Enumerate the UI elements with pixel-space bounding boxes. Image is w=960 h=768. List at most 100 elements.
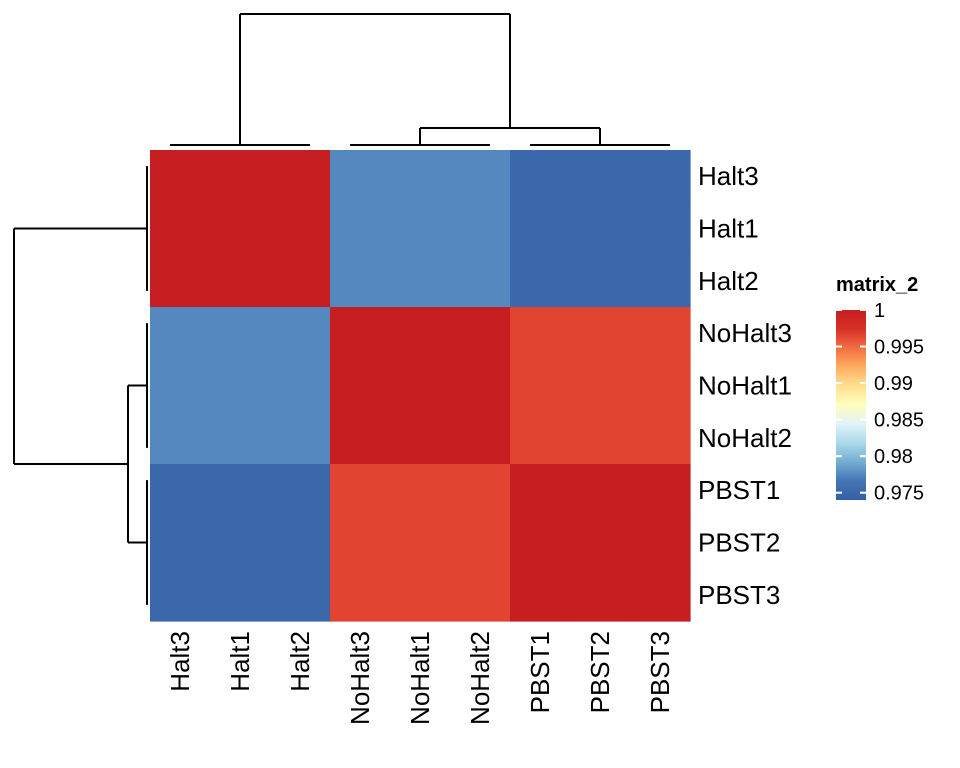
heatmap-cell	[630, 254, 691, 308]
heatmap-cell	[450, 307, 511, 360]
column-label: NoHalt2	[465, 631, 495, 725]
row-label: Halt3	[698, 161, 759, 191]
heatmap-cell	[150, 150, 211, 203]
legend-ticks: 1 0.995 0.99 0.985 0.98 0.975	[836, 300, 924, 505]
heatmap-cell	[510, 516, 571, 570]
heatmap-cell	[630, 150, 691, 203]
heatmap-cell	[570, 568, 631, 622]
legend-tick-label: 0.975	[874, 483, 924, 505]
heatmap-cell	[210, 307, 271, 360]
heatmap-cell	[630, 411, 691, 465]
heatmap-cell	[390, 359, 451, 413]
heatmap-cell	[330, 307, 391, 360]
heatmap-cell	[510, 254, 571, 308]
legend-color-bar	[836, 310, 866, 500]
column-label: Halt3	[165, 631, 195, 692]
heatmap-cell	[570, 150, 631, 203]
heatmap-cell	[450, 568, 511, 622]
heatmap-cell	[390, 516, 451, 570]
heatmap-cell	[390, 568, 451, 622]
heatmap-cell	[450, 202, 511, 256]
heatmap-cell	[270, 359, 331, 413]
row-label: Halt1	[698, 214, 759, 244]
heatmap-cell	[570, 254, 631, 308]
heatmap-cell	[270, 516, 331, 570]
heatmap-cell	[210, 202, 271, 256]
heatmap-cell	[630, 464, 691, 517]
heatmap-cell	[270, 464, 331, 517]
row-label: Halt2	[698, 266, 759, 296]
legend-tick-label: 0.98	[874, 446, 913, 468]
heatmap-cell	[630, 307, 691, 360]
legend-tick-label: 0.99	[874, 373, 913, 395]
row-label: NoHalt3	[698, 318, 792, 348]
heatmap-cell	[330, 464, 391, 517]
heatmap-cell	[510, 150, 571, 203]
heatmap-cell	[450, 464, 511, 517]
column-labels: Halt3 Halt1 Halt2 NoHalt3 NoHalt1 NoHalt2 PBST…	[165, 631, 675, 725]
heatmap-cell	[630, 516, 691, 570]
heatmap-cell	[630, 568, 691, 622]
heatmap-cell	[330, 150, 391, 203]
heatmap-cell	[510, 307, 571, 360]
heatmap-cell	[150, 307, 211, 360]
legend-tick-label: 1	[874, 300, 885, 322]
heatmap-cell	[390, 254, 451, 308]
heatmap-cell	[330, 202, 391, 256]
heatmap-cell	[210, 254, 271, 308]
heatmap-cell	[510, 411, 571, 465]
heatmap-cell	[630, 202, 691, 256]
heatmap-cell	[450, 150, 511, 203]
heatmap-cell	[150, 411, 211, 465]
row-label: PBST1	[698, 475, 780, 505]
heatmap-cell	[150, 359, 211, 413]
heatmap-cell	[450, 359, 511, 413]
legend-title: matrix_2	[836, 274, 918, 296]
heatmap-cell	[330, 568, 391, 622]
heatmap-cell	[630, 359, 691, 413]
row-label: NoHalt2	[698, 423, 792, 453]
row-labels: Halt3 Halt1 Halt2 NoHalt3 NoHalt1 NoHalt2 PBST…	[698, 161, 792, 610]
heatmap-cell	[270, 568, 331, 622]
color-legend: matrix_2 1 0.995 0.99 0.985 0.98 0.975	[836, 274, 924, 505]
heatmap-cell	[270, 150, 331, 203]
heatmap-cell	[570, 202, 631, 256]
heatmap-cell	[390, 411, 451, 465]
heatmap-cell	[330, 254, 391, 308]
heatmap-cell	[150, 568, 211, 622]
heatmap-cell	[210, 516, 271, 570]
heatmap-cell	[270, 307, 331, 360]
heatmap-cell	[210, 568, 271, 622]
heatmap-cell	[390, 464, 451, 517]
heatmap-cell	[510, 202, 571, 256]
heatmap-cell	[270, 254, 331, 308]
row-label: NoHalt1	[698, 371, 792, 401]
legend-tick-label: 0.985	[874, 410, 924, 432]
heatmap-cell	[150, 202, 211, 256]
heatmap-cell	[150, 464, 211, 517]
heatmap-cell	[390, 150, 451, 203]
column-dendrogram	[170, 13, 670, 146]
column-label: Halt1	[225, 631, 255, 692]
heatmap-cell	[390, 202, 451, 256]
heatmap-cell	[270, 202, 331, 256]
row-label: PBST3	[698, 580, 780, 610]
heatmap-cell	[570, 411, 631, 465]
heatmap-cell	[450, 516, 511, 570]
heatmap-cell	[270, 411, 331, 465]
heatmap-cell	[510, 359, 571, 413]
heatmap-cell	[150, 254, 211, 308]
row-label: PBST2	[698, 528, 780, 558]
heatmap-cell	[570, 516, 631, 570]
column-label: NoHalt3	[345, 631, 375, 725]
legend-tick-label: 0.995	[874, 337, 924, 359]
heatmap-cell	[210, 359, 271, 413]
heatmap-cell	[510, 464, 571, 517]
column-label: NoHalt1	[405, 631, 435, 725]
row-dendrogram	[13, 166, 148, 605]
column-label: Halt2	[285, 631, 315, 692]
column-label: PBST2	[585, 631, 615, 713]
heatmap-cell	[450, 411, 511, 465]
heatmap-cell	[390, 307, 451, 360]
